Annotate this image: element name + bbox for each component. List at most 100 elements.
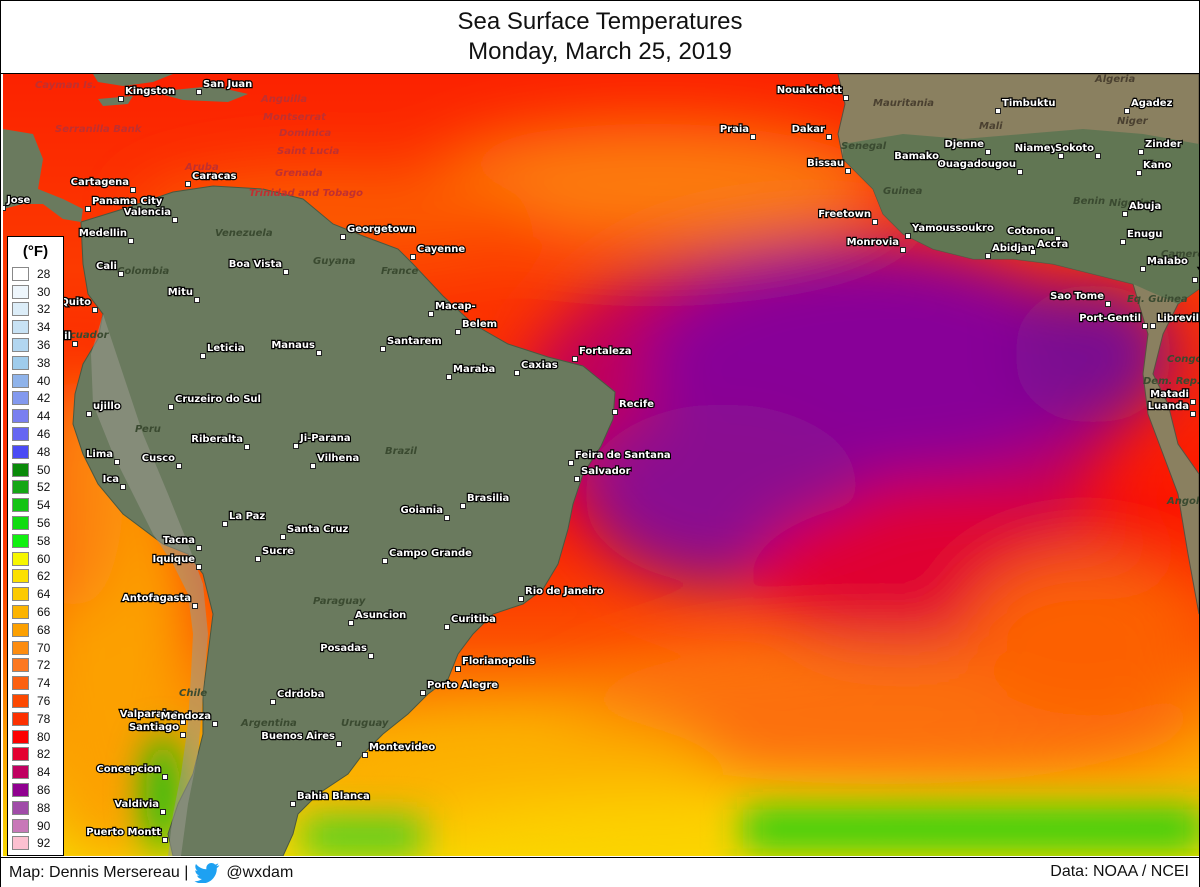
city-label: Mitu [168,287,193,298]
region-label: Saint Lucia [277,146,340,157]
city-label: Goiania [400,505,443,516]
region-label: Mauritania [873,98,934,109]
legend-row: 78 [8,710,63,728]
legend-row: 50 [8,461,63,479]
legend-swatch [12,711,29,726]
city-marker [574,476,580,482]
city-marker [1095,153,1101,159]
legend-label: 86 [37,783,51,797]
legend-label: 50 [37,462,51,477]
region-label: Colombia [117,266,170,277]
city-label: Sao Tome [1050,291,1104,302]
legend-label: 74 [37,676,51,691]
credit-text: Map: Dennis Mersereau | [9,864,189,881]
city-marker [1105,301,1111,307]
city-marker [428,311,434,317]
region-label: Benin [1073,196,1105,207]
legend-label: 88 [37,800,51,815]
city-marker [750,134,756,140]
legend-swatch [12,480,29,495]
twitter-bird-icon [194,863,220,883]
city-label: Caracas [192,171,236,182]
legend-label: 54 [37,498,51,513]
legend-swatch [12,338,29,353]
city-marker [455,329,461,335]
credit: Map: Dennis Mersereau | @wxdam [9,863,293,883]
city-marker [1190,399,1196,405]
legend-label: 30 [37,284,51,299]
legend-swatch [12,551,29,566]
city-marker [1120,239,1126,245]
city-label: Mendoza [161,711,211,722]
legend-row: 40 [8,372,63,390]
city-label: Fortaleza [579,346,632,357]
city-marker [1142,323,1148,329]
city-marker [444,624,450,630]
legend-row: 52 [8,479,63,497]
city-label: Libreville [1157,313,1199,324]
city-label: Santiago [129,722,179,733]
city-marker [120,484,126,490]
legend-row: 36 [8,336,63,354]
city-marker [222,521,228,527]
city-label: Campo Grande [389,548,472,559]
legend-label: 80 [37,729,51,744]
legend-label: 76 [37,694,51,709]
region-label: Algeria [1094,74,1135,85]
city-marker [118,96,124,102]
legend-swatch [12,765,29,780]
legend-row: 66 [8,603,63,621]
legend-swatch [12,640,29,655]
city-label: Feira de Santana [575,450,671,461]
city-label: Curitiba [451,614,496,625]
city-marker [118,271,124,277]
city-label: Rio de Janeiro [525,586,604,597]
legend-swatch [12,729,29,744]
legend-row: 58 [8,532,63,550]
map-title: Sea Surface Temperatures [457,8,743,35]
city-marker [336,741,342,747]
legend-swatch [12,284,29,299]
city-label: Accra [1037,239,1068,250]
city-label: Freetown [818,209,871,220]
legend-row: 92 [8,835,63,853]
city-label: Yamoussoukro [911,223,994,234]
city-label: ujillo [93,401,121,412]
city-marker [128,238,134,244]
legend-row: 64 [8,585,63,603]
legend-label: 82 [37,747,51,762]
city-label: Valparaiso [120,709,179,720]
legend-swatch [12,516,29,531]
city-label: Tacna [163,535,195,546]
city-label: Santa Cruz [287,524,348,535]
legend-swatch [12,605,29,620]
legend-label: 28 [37,266,51,281]
city-marker [255,556,261,562]
city-label: Sucre [262,546,294,557]
legend-label: 46 [37,427,51,442]
city-marker [1124,108,1130,114]
city-marker [180,719,186,725]
legend-row: 84 [8,763,63,781]
region-label: Peru [135,424,161,435]
legend-swatch [12,533,29,548]
city-label: Dakar [792,124,825,135]
region-label: Serranilla Bank [55,124,143,135]
city-marker [290,801,296,807]
city-label: Recife [619,399,654,410]
legend-row: 74 [8,674,63,692]
city-label: Yao [1198,267,1199,278]
city-label: Jose [6,195,31,206]
city-label: Iquique [153,554,196,565]
city-marker [985,253,991,259]
city-marker [826,134,832,140]
city-marker [514,370,520,376]
city-label: Leticia [207,343,244,354]
city-marker [1058,153,1064,159]
city-marker [1140,266,1146,272]
region-labels: Cayman Is. Serranilla Bank Anguilla Mont… [35,74,1199,729]
legend-swatch [12,391,29,406]
legend-swatch [12,694,29,709]
legend-swatch [12,409,29,424]
